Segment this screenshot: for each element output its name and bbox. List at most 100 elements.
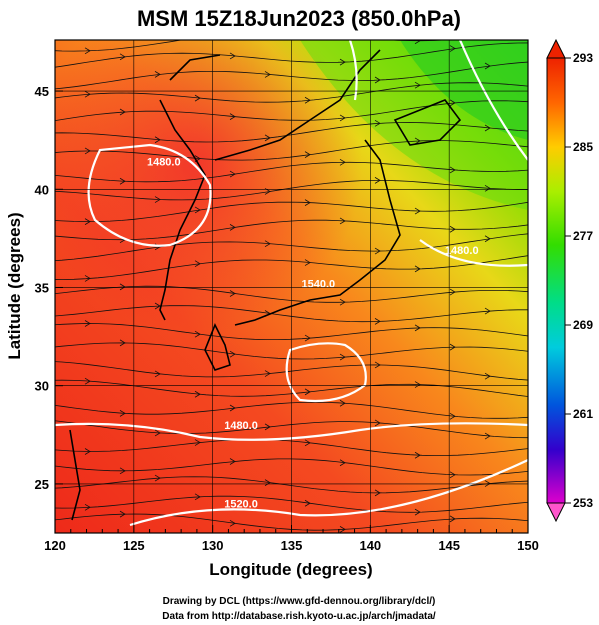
contour-label: 1480.0 [147,157,181,169]
colorbar-tick-label: 269 [573,318,593,332]
wind-streamlines [55,40,528,533]
streamline-arrow [374,119,381,127]
streamline [55,513,528,531]
streamline-arrow [194,40,197,41]
streamline-arrow [414,137,421,145]
streamline-arrow [229,224,236,231]
streamline-arrow [304,334,311,342]
streamline-arrow [374,318,381,325]
streamline-arrow [414,451,421,459]
streamline-arrow [449,343,456,351]
streamline-arrow [154,474,161,482]
streamline-arrow [374,419,381,427]
streamline [55,458,528,476]
x-tick-label: 145 [438,538,460,553]
streamline-arrow [339,114,346,122]
colorbar-top-arrow [546,38,566,59]
streamline-arrow [84,377,91,385]
streamline [55,439,528,457]
streamline [55,61,528,90]
contour-1480-east [419,239,528,267]
streamline [55,122,528,143]
colorbar-bottom-arrow [546,502,566,523]
streamline-arrow [374,76,381,84]
streamline-arrow [484,432,491,440]
streamline-arrow [374,489,381,497]
streamline-arrow [339,58,346,66]
coastline-hokkaido [393,99,462,146]
streamline-arrow [304,499,311,507]
streamline-arrow [84,147,91,155]
streamline-arrow [194,390,201,398]
streamline-arrow [154,136,161,144]
streamline [55,495,528,513]
streamline-arrow [339,217,346,225]
streamline [55,100,528,122]
streamline-arrow [264,240,271,248]
contour-1480-north [87,143,212,247]
streamline [55,255,528,280]
figure-title: MSM 15Z18Jun2023 (850.0hPa) [137,6,461,31]
streamline-arrow [339,459,346,467]
streamline-arrow [264,479,271,486]
streamline [55,285,528,303]
streamline-arrow [339,298,346,306]
colorbar-ticks: 293 285 277 269 261 253 [565,51,593,510]
streamline-arrow [194,330,201,338]
contour-label: 1480.0 [224,420,258,432]
streamline-arrow [119,177,126,185]
streamline-arrow [119,53,126,61]
contour-1520-south [129,459,528,527]
streamline-arrow [484,372,491,380]
streamline [55,140,528,161]
streamline-arrow [154,71,161,78]
streamline-arrow [154,370,161,378]
streamline-arrow [229,113,236,120]
streamline-arrow [229,458,236,465]
streamline [55,401,528,419]
streamline-arrow [304,259,311,266]
streamline-arrow [229,52,236,60]
streamline-arrow [194,94,201,102]
streamline-arrow [339,399,346,407]
streamline-arrow [304,388,311,396]
x-axis-label: Longitude (degrees) [209,560,372,579]
streamline-arrow [229,290,236,297]
streamline-arrow [229,350,236,358]
streamline-arrow [84,90,91,98]
streamline-arrow [484,62,491,70]
streamline-arrow [374,177,381,184]
y-tick-label: 35 [35,280,49,295]
streamline-arrow [84,218,91,225]
streamline [55,342,528,360]
colorbar-tick-label: 277 [573,229,593,243]
y-axis-label: Latitude (degrees) [5,212,24,359]
streamline-arrow [154,196,161,203]
streamline [55,161,528,183]
streamline-arrow [119,510,126,518]
colorbar-tick-label: 285 [573,140,593,154]
geopotential-contours [55,40,528,527]
map-plot-area: 1480.0 1480.0 1520.0 1540.0 1480.0 [55,40,528,533]
colorbar-scale [546,57,566,504]
coastline-taiwan [69,429,81,521]
streamline-arrow [484,480,491,487]
streamline [55,476,528,494]
streamline-arrow [414,207,421,215]
streamline-arrow [119,410,126,417]
streamline-arrow [449,225,456,233]
streamline-arrow [264,134,271,142]
colorbar: 293 285 277 269 261 253 [546,38,593,523]
streamline-arrow [264,423,271,431]
streamline-arrow [264,370,271,377]
streamline-arrow [484,235,491,243]
coastline-korea-china [159,99,206,321]
x-tick-label: 120 [44,538,66,553]
streamline-arrow [304,96,311,104]
streamline-arrow [119,339,126,347]
x-tick-label: 150 [517,538,539,553]
streamline [55,82,528,103]
contour-label: 1520.0 [224,498,258,510]
streamline-arrow [484,124,491,132]
streamline-arrow [449,288,456,296]
